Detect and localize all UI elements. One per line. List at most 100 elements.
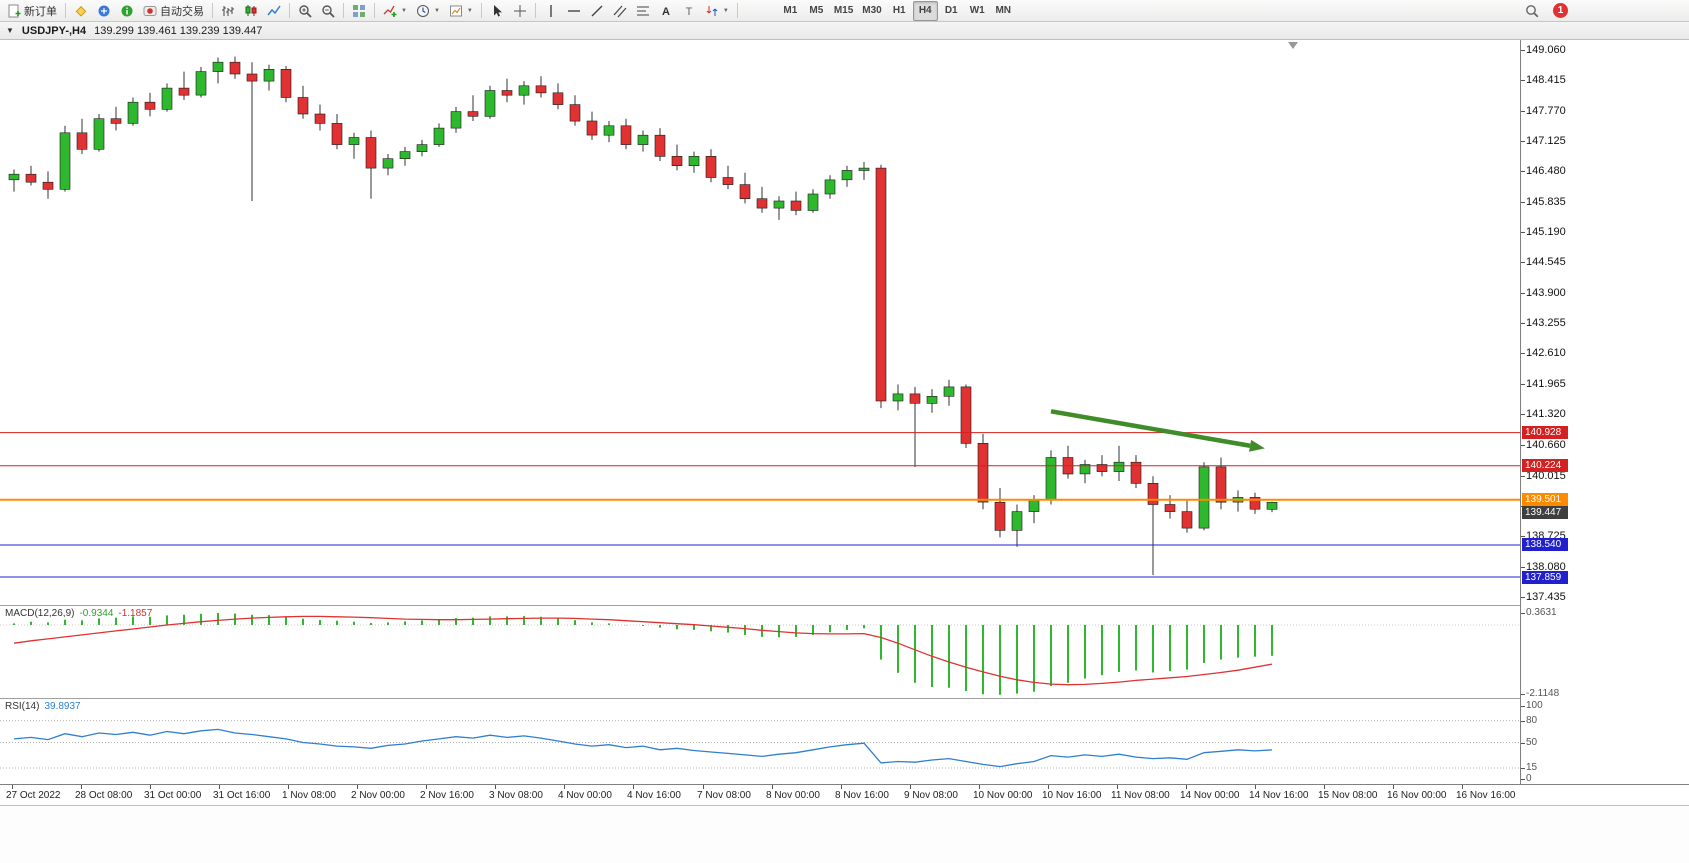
line-chart-type-button[interactable] [263,1,285,21]
candle-body [127,101,139,124]
time-tick [150,785,151,789]
dropdown-arrow-icon: ▼ [722,7,729,14]
macd-indicator-pane[interactable] [0,606,1520,698]
vertical-line-button[interactable] [540,1,562,21]
search-button[interactable] [1521,1,1543,21]
timeframe-w1-button[interactable]: W1 [965,1,990,21]
timeframe-m1-button[interactable]: M1 [778,1,803,21]
time-tick [979,785,980,789]
candle-body [93,118,105,150]
chart-menu-icon[interactable]: ▼ [6,26,14,35]
candle-body [620,125,632,145]
candle-body [450,111,462,129]
price-tick-label: 147.125 [1521,135,1566,147]
new-order-button[interactable]: 新订单 [3,1,61,21]
time-tick [564,785,565,789]
timeframe-d1-button[interactable]: D1 [939,1,964,21]
equidistant-channel-button[interactable] [609,1,631,21]
market-watch-button[interactable] [93,1,115,21]
time-axis-label: 10 Nov 00:00 [973,790,1033,801]
bar-chart-type-button[interactable] [217,1,239,21]
autotrading-icon [143,4,157,18]
candle-body [263,68,275,82]
rsi-indicator-pane[interactable] [0,699,1520,784]
main-candlestick-chart[interactable] [0,40,1520,605]
chart-shift-marker-icon[interactable] [1288,42,1298,49]
price-line-tag[interactable]: 140.928 [1522,426,1568,439]
price-line-tag[interactable]: 138.540 [1522,538,1568,551]
toolbar-separator [534,3,536,18]
arrows-icon [705,4,719,18]
rsi-scale-label: 15 [1520,762,1538,773]
crosshair-icon [513,4,527,18]
rsi-scale-label: 80 [1520,715,1538,726]
macd-header: MACD(12,26,9) -0.9344 -1.1857 [5,608,152,619]
autotrading-button[interactable]: 自动交易 [139,1,208,21]
arrows-button[interactable]: ▼ [701,1,733,21]
time-tick [841,785,842,789]
time-axis-label: 7 Nov 08:00 [697,790,751,801]
price-line-tag[interactable]: 137.859 [1522,571,1568,584]
timeframe-mn-button[interactable]: MN [991,1,1016,21]
metaeditor-button[interactable] [70,1,92,21]
time-tick [910,785,911,789]
timeframe-m30-button[interactable]: M30 [858,1,885,21]
zoom-out-icon [321,4,335,18]
time-axis-label: 8 Nov 16:00 [835,790,889,801]
timeframe-m5-button[interactable]: M5 [804,1,829,21]
timeframe-group: M1 M5 M15 M30 H1 H4 D1 W1 MN [778,0,1016,21]
price-line-tag[interactable]: 140.224 [1522,459,1568,472]
time-axis-label: 10 Nov 16:00 [1042,790,1102,801]
templates-button[interactable]: ▼ [445,1,477,21]
candles-group [8,56,1278,576]
price-tick-label: 143.255 [1521,317,1566,329]
timeframe-m15-button[interactable]: M15 [830,1,857,21]
toolbar-separator [374,3,375,18]
periods-button[interactable]: ▼ [412,1,444,21]
timeframe-h1-button[interactable]: H1 [887,1,912,21]
cursor-button[interactable] [486,1,508,21]
time-tick [1255,785,1256,789]
time-tick [1324,785,1325,789]
indicators-button[interactable]: ▼ [379,1,411,21]
help-button[interactable] [116,1,138,21]
crosshair-button[interactable] [509,1,531,21]
time-axis-label: 8 Nov 00:00 [766,790,820,801]
toolbar-separator [289,3,290,18]
current-price-tag: 139.447 [1522,506,1568,519]
text-button[interactable]: A [655,1,677,21]
notifications-badge[interactable]: 1 [1553,3,1568,18]
candle-body [705,156,717,178]
time-tick [495,785,496,789]
hline-icon [567,4,581,18]
tile-windows-button[interactable] [348,1,370,21]
candle-body [382,158,394,169]
horizontal-line-button[interactable] [563,1,585,21]
trend-arrow-annotation[interactable] [1050,409,1251,448]
pane-separator[interactable] [0,605,1689,606]
clock-icon [416,4,430,18]
zoom-out-button[interactable] [317,1,339,21]
time-axis-label: 4 Nov 00:00 [558,790,612,801]
market-watch-icon [97,4,111,18]
time-axis-label: 16 Nov 00:00 [1387,790,1447,801]
price-line-tag[interactable]: 139.501 [1522,493,1568,506]
candle-body [1147,482,1159,505]
text-label-button[interactable]: T [678,1,700,21]
time-tick [633,785,634,789]
timeframe-h4-button[interactable]: H4 [912,0,938,21]
time-axis-label: 2 Nov 16:00 [420,790,474,801]
trendline-button[interactable] [586,1,608,21]
dropdown-arrow-icon: ▼ [466,7,473,14]
cursor-icon [490,4,504,18]
time-axis-label: 14 Nov 00:00 [1180,790,1240,801]
dropdown-arrow-icon: ▼ [433,7,440,14]
price-tick-label: 141.965 [1521,378,1566,390]
rsi-scale-label: 50 [1520,737,1538,748]
candlestick-type-button[interactable] [240,1,262,21]
fibonacci-button[interactable] [632,1,654,21]
zoom-in-button[interactable] [294,1,316,21]
chart-area: MACD(12,26,9) -0.9344 -1.1857 RSI(14) 39.89… [0,40,1689,805]
pane-separator[interactable] [0,698,1689,699]
candle-body [1266,501,1278,510]
